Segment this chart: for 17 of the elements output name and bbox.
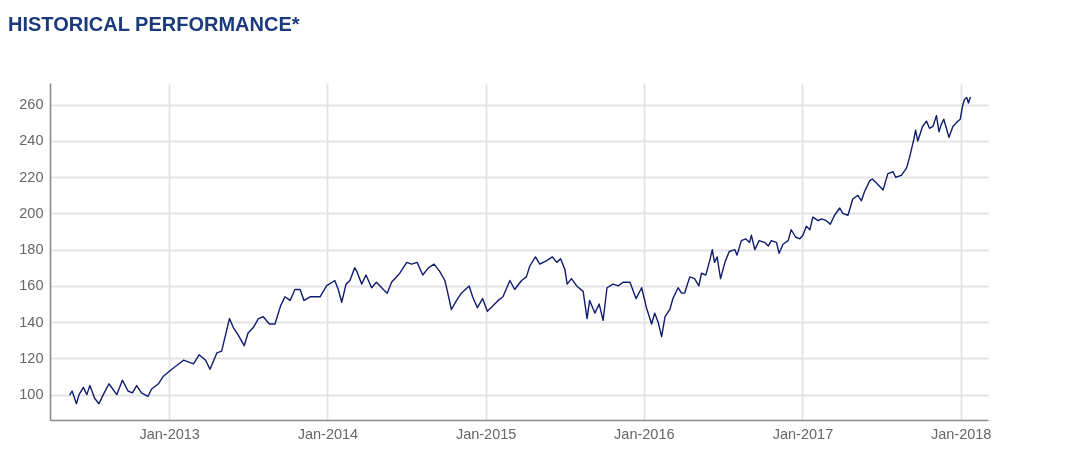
- line-series: [69, 96, 971, 405]
- y-tick-label: 260: [19, 96, 44, 113]
- y-tick-label: 160: [19, 277, 44, 294]
- y-tick-label: 220: [19, 168, 44, 185]
- y-tick-label: 140: [19, 313, 44, 330]
- y-tick-label: 240: [19, 132, 44, 149]
- x-tick-label: Jan-2013: [139, 425, 200, 442]
- y-tick-label: 180: [19, 241, 44, 258]
- x-tick-label: Jan-2014: [297, 425, 359, 442]
- chart-title: HISTORICAL PERFORMANCE*: [8, 13, 300, 35]
- x-tick-label: Jan-2018: [930, 425, 992, 442]
- y-tick-label: 200: [19, 204, 44, 221]
- x-tick-label: Jan-2015: [455, 425, 517, 442]
- x-tick-label: Jan-2016: [614, 425, 675, 442]
- y-tick-label: 120: [19, 349, 44, 366]
- x-tick-label: Jan-2017: [772, 425, 834, 442]
- y-tick-label: 100: [19, 386, 44, 403]
